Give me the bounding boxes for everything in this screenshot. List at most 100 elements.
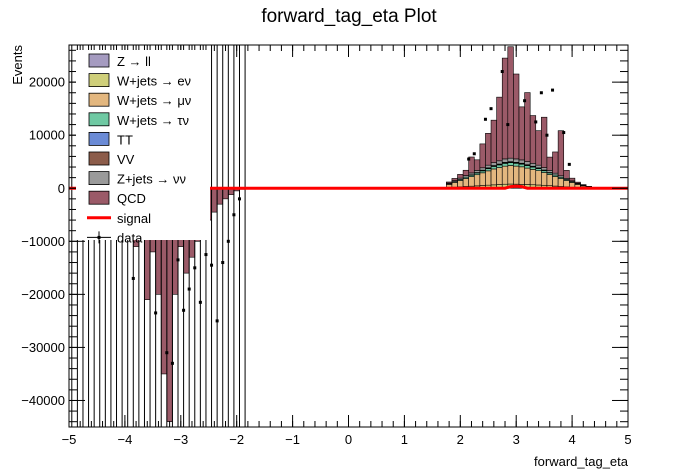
bin-qcd-3.20 [524, 92, 531, 162]
bin-qcd-1.90 [451, 178, 458, 181]
bin-w-jets--2.90 [507, 165, 514, 185]
bin-z-jets--2.70 [496, 160, 503, 165]
legend-swatch [88, 171, 110, 186]
y-tick-label: −10000 [21, 234, 65, 249]
bin-w-jets--2.10 [462, 178, 469, 187]
y-tick-label: −20000 [21, 287, 65, 302]
legend-label: TT [117, 132, 133, 147]
data-point [131, 276, 135, 280]
axes: −5 −4 −3 −2 −1 0 1 2 3 4 5 −40000 −30000 −20000 −10000… [21, 44, 632, 447]
data-point [534, 120, 538, 124]
signal-series-line [69, 184, 628, 190]
bin-z-jets--2.60 [490, 162, 497, 166]
y-tick-label: 10000 [29, 128, 65, 143]
data-points [131, 70, 571, 365]
bin-qcd-3.60 [546, 156, 553, 171]
data-point [165, 351, 169, 355]
bin-w-jets--3.20 [524, 167, 531, 185]
bin-z-jets--3.30 [529, 163, 537, 167]
data-point [221, 261, 225, 265]
x-axis-label: forward_tag_eta [534, 454, 629, 469]
x-tick-label: −2 [229, 432, 244, 447]
x-tick-label: −4 [117, 432, 132, 447]
data-point [472, 152, 476, 156]
data-point [176, 258, 180, 262]
data-point [523, 99, 527, 103]
bin-w-jets--2.30 [473, 174, 481, 187]
legend-label: W+jets → μν [117, 93, 191, 108]
legend-swatch [88, 190, 110, 205]
bin-qcd-3.50 [541, 116, 548, 168]
x-tick-label: −1 [285, 432, 300, 447]
legend-label: Z → ll [117, 54, 151, 69]
legend-swatch [88, 151, 110, 166]
bin-qcd-2.90 [507, 46, 514, 159]
legend-swatch [88, 53, 110, 68]
bin-qcd-3.00 [513, 73, 520, 160]
bin-z-jets--2.40 [479, 167, 486, 171]
legend-swatch [88, 131, 110, 146]
bin-qcd-3.90 [563, 170, 570, 179]
bin-w-jets--3.70 [552, 176, 559, 187]
legend-swatch-marker [97, 235, 101, 239]
data-point [210, 263, 214, 267]
data-point [551, 88, 555, 92]
data-point [237, 197, 241, 201]
x-tick-label: 5 [624, 432, 631, 447]
data-point [198, 300, 202, 304]
bin-w-jets--3.90 [563, 180, 570, 188]
data-point [232, 213, 236, 217]
data-point [467, 157, 471, 161]
y-tick-label: −40000 [21, 393, 65, 408]
chart-title: forward_tag_eta Plot [261, 6, 437, 27]
bin-qcd--2.40 [211, 187, 218, 213]
bin-w-jets--3.00 [513, 165, 520, 185]
bin-w-jets--2.00 [457, 180, 464, 188]
legend-swatch [88, 73, 110, 87]
legend-label: Z+jets → νν [117, 172, 186, 187]
y-tick-label: −30000 [21, 340, 65, 355]
bin-qcd-2.00 [457, 174, 464, 179]
bin-qcd-2.80 [501, 57, 509, 160]
x-tick-label: −5 [62, 432, 77, 447]
bin-w-jets--2.20 [468, 176, 475, 187]
bin-w-jets--3.40 [535, 170, 542, 186]
bin-qcd-4.20 [580, 184, 587, 186]
signal-line [69, 184, 628, 190]
bin-z-jets--3.00 [513, 158, 520, 163]
legend-swatch [88, 112, 110, 127]
legend-label: W+jets → eν [117, 74, 191, 89]
data-point [506, 123, 510, 127]
bin-w-jets--2.50 [485, 170, 492, 186]
data-point [226, 239, 230, 243]
bin-w-jets--1.90 [451, 182, 458, 188]
bin-qcd-3.10 [518, 106, 525, 161]
y-tick-label: 0 [58, 181, 65, 196]
data-point [170, 361, 174, 365]
x-tick-label: 1 [401, 432, 408, 447]
data-point [539, 91, 543, 95]
bin-w-jets--3.30 [529, 169, 537, 186]
data-point [489, 107, 493, 111]
legend-label: QCD [117, 191, 146, 206]
legend-label: signal [117, 211, 151, 226]
bin-qcd-4.00 [568, 177, 576, 182]
y-axis-label: Events [10, 45, 25, 85]
data-point [562, 131, 566, 135]
bin-qcd-2.60 [490, 119, 497, 163]
bin-w-jets--2.40 [479, 172, 486, 186]
bin-qcd-4.10 [574, 181, 581, 184]
data-point [567, 162, 571, 166]
bin-qcd-3.70 [552, 151, 559, 174]
data-point [193, 266, 197, 270]
bin-qcd--2.30 [216, 187, 224, 205]
x-tick-label: 4 [568, 432, 575, 447]
bin-w-jets--4.00 [568, 182, 576, 188]
bin-qcd-3.40 [535, 130, 542, 166]
bin-w-jets--3.10 [518, 166, 525, 185]
data-point [500, 70, 504, 74]
data-point [154, 311, 158, 315]
data-point [204, 253, 208, 257]
bin-w-jets--3.80 [557, 178, 565, 187]
bin-w-jets--2.80 [501, 165, 509, 185]
